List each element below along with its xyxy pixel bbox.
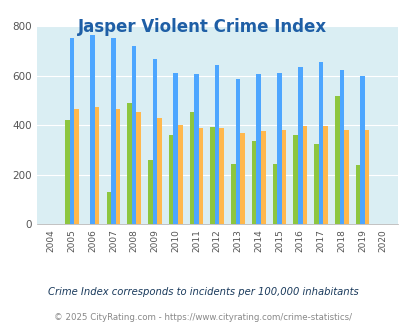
Bar <box>132 46 136 224</box>
Bar <box>177 125 182 224</box>
Bar <box>106 192 111 224</box>
Bar <box>343 130 348 224</box>
Bar <box>189 112 194 224</box>
Bar <box>152 59 157 224</box>
Bar <box>293 135 297 224</box>
Bar <box>230 164 235 224</box>
Bar <box>260 131 265 224</box>
Bar <box>127 103 132 224</box>
Text: Crime Index corresponds to incidents per 100,000 inhabitants: Crime Index corresponds to incidents per… <box>47 287 358 297</box>
Bar <box>69 38 74 224</box>
Bar <box>334 96 339 224</box>
Bar <box>198 128 203 224</box>
Bar <box>157 118 161 224</box>
Bar <box>219 128 224 224</box>
Bar <box>74 109 79 224</box>
Bar <box>281 130 286 224</box>
Bar <box>240 133 244 224</box>
Bar <box>168 135 173 224</box>
Bar <box>115 109 120 224</box>
Bar <box>90 35 95 224</box>
Bar <box>364 130 369 224</box>
Bar <box>251 142 256 224</box>
Bar <box>339 71 343 224</box>
Bar <box>359 76 364 224</box>
Bar <box>65 120 69 224</box>
Bar <box>210 127 214 224</box>
Bar <box>136 112 141 224</box>
Bar <box>173 74 177 224</box>
Bar <box>256 74 260 224</box>
Bar <box>214 65 219 224</box>
Bar <box>355 166 359 224</box>
Bar <box>194 74 198 224</box>
Bar <box>111 38 115 224</box>
Bar <box>272 164 277 224</box>
Bar <box>235 79 240 224</box>
Bar <box>148 160 152 224</box>
Bar <box>95 107 99 224</box>
Bar <box>302 126 306 224</box>
Bar <box>318 62 322 224</box>
Bar <box>277 73 281 224</box>
Text: © 2025 CityRating.com - https://www.cityrating.com/crime-statistics/: © 2025 CityRating.com - https://www.city… <box>54 313 351 322</box>
Bar <box>313 144 318 224</box>
Bar <box>322 126 327 224</box>
Bar <box>297 67 302 224</box>
Text: Jasper Violent Crime Index: Jasper Violent Crime Index <box>78 18 327 36</box>
